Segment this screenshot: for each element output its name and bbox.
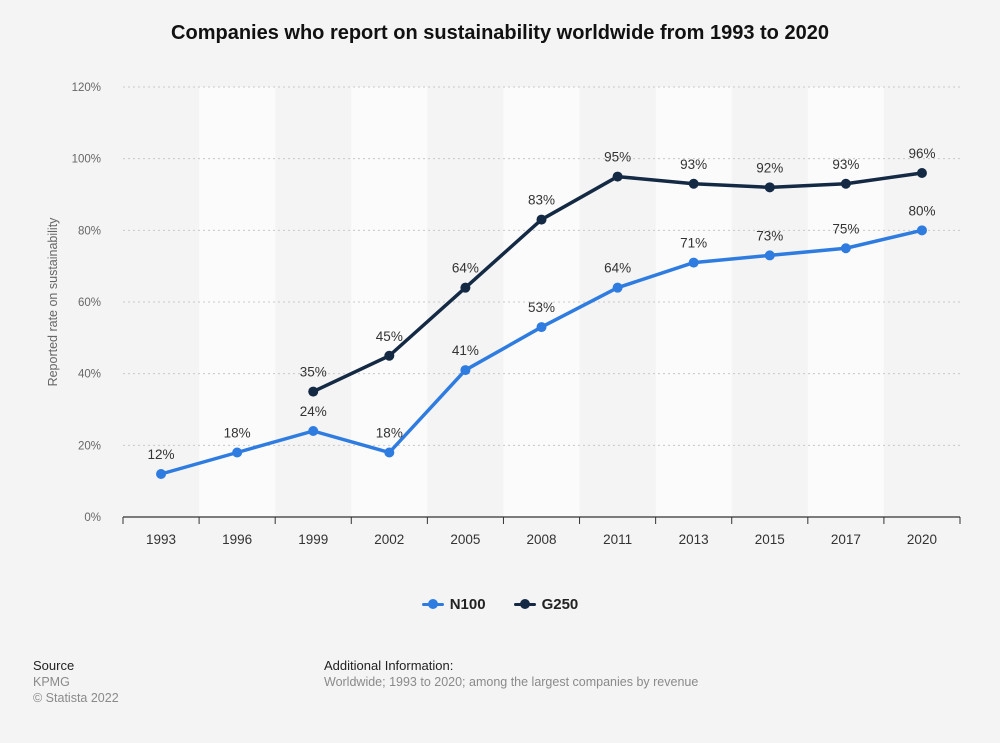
- legend-label-n100: N100: [449, 596, 486, 613]
- data-point-g250[interactable]: [612, 171, 623, 182]
- legend-swatch-g250: [513, 599, 536, 609]
- source-heading: Source: [33, 658, 75, 673]
- x-tick-label: 2005: [450, 532, 480, 547]
- data-point-g250[interactable]: [840, 178, 851, 189]
- data-point-g250[interactable]: [764, 182, 775, 193]
- data-label-g250: 96%: [908, 146, 935, 161]
- y-tick-label: 0%: [84, 512, 101, 524]
- data-point-n100[interactable]: [308, 426, 319, 436]
- x-tick-label: 2020: [907, 532, 937, 547]
- data-point-n100[interactable]: [688, 257, 699, 268]
- x-tick-label: 2008: [526, 532, 556, 547]
- data-label-n100: 73%: [756, 228, 783, 243]
- x-tick-label: 2015: [755, 532, 785, 547]
- data-point-n100[interactable]: [840, 243, 851, 254]
- y-tick-label: 60%: [78, 297, 101, 309]
- legend: N100 G250: [0, 596, 1000, 613]
- x-tick-label: 1996: [222, 532, 252, 547]
- data-label-n100: 64%: [604, 261, 631, 276]
- data-point-g250[interactable]: [916, 168, 927, 178]
- data-label-n100: 53%: [528, 300, 555, 315]
- data-point-g250[interactable]: [460, 282, 471, 293]
- source-block: Source KPMG © Statista 2022: [33, 658, 119, 706]
- y-tick-label: 40%: [78, 369, 101, 381]
- data-label-n100: 18%: [376, 426, 403, 441]
- data-point-g250[interactable]: [308, 386, 319, 397]
- data-point-n100[interactable]: [384, 447, 395, 458]
- data-label-n100: 41%: [452, 343, 479, 358]
- data-label-g250: 45%: [376, 329, 403, 344]
- y-tick-label: 100%: [72, 154, 101, 166]
- copyright[interactable]: © Statista 2022: [33, 691, 119, 705]
- data-label-g250: 93%: [832, 157, 859, 172]
- chart-title: Companies who report on sustainability w…: [171, 22, 829, 44]
- data-label-n100: 71%: [680, 236, 707, 251]
- legend-swatch-n100: [421, 599, 444, 609]
- data-label-g250: 83%: [528, 193, 555, 208]
- y-tick-label: 80%: [78, 225, 101, 237]
- data-label-n100: 80%: [908, 203, 935, 218]
- data-label-n100: 24%: [300, 404, 327, 419]
- data-point-n100[interactable]: [460, 365, 471, 376]
- data-point-n100[interactable]: [156, 469, 167, 479]
- additional-info-text: Worldwide; 1993 to 2020; among the large…: [324, 675, 699, 689]
- source-name[interactable]: KPMG: [33, 675, 70, 689]
- additional-info-block: Additional Information: Worldwide; 1993 …: [324, 658, 698, 690]
- legend-label-g250: G250: [541, 596, 579, 613]
- data-label-g250: 64%: [452, 261, 479, 276]
- data-label-n100: 18%: [224, 426, 251, 441]
- data-label-n100: 75%: [832, 221, 859, 236]
- data-label-g250: 93%: [680, 157, 707, 172]
- data-label-g250: 95%: [604, 150, 631, 165]
- data-point-g250[interactable]: [688, 178, 699, 189]
- x-tick-label: 1999: [298, 532, 328, 547]
- legend-item-g250[interactable]: G250: [513, 596, 579, 613]
- y-tick-label: 20%: [78, 440, 101, 452]
- data-point-n100[interactable]: [916, 225, 927, 236]
- x-tick-label: 1993: [146, 532, 176, 547]
- x-tick-label: 2017: [831, 532, 861, 547]
- y-tick-label: 120%: [72, 82, 101, 94]
- data-label-g250: 35%: [300, 365, 327, 380]
- data-point-n100[interactable]: [764, 250, 775, 261]
- data-point-n100[interactable]: [612, 282, 623, 293]
- x-tick-label: 2013: [679, 532, 709, 547]
- data-label-n100: 12%: [148, 447, 175, 462]
- additional-info-heading: Additional Information:: [324, 658, 454, 673]
- column-band: [807, 87, 884, 517]
- column-band: [503, 87, 580, 517]
- data-point-g250[interactable]: [384, 350, 395, 361]
- x-tick-label: 2002: [374, 532, 404, 547]
- data-point-g250[interactable]: [536, 214, 547, 225]
- data-point-n100[interactable]: [232, 447, 243, 458]
- data-label-g250: 92%: [756, 160, 783, 175]
- x-tick-label: 2011: [603, 532, 632, 547]
- data-point-n100[interactable]: [536, 322, 547, 333]
- y-axis-label: Reported rate on sustainability: [46, 217, 60, 387]
- legend-item-n100[interactable]: N100: [421, 596, 486, 613]
